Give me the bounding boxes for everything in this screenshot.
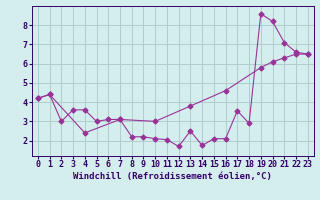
X-axis label: Windchill (Refroidissement éolien,°C): Windchill (Refroidissement éolien,°C)	[73, 172, 272, 181]
